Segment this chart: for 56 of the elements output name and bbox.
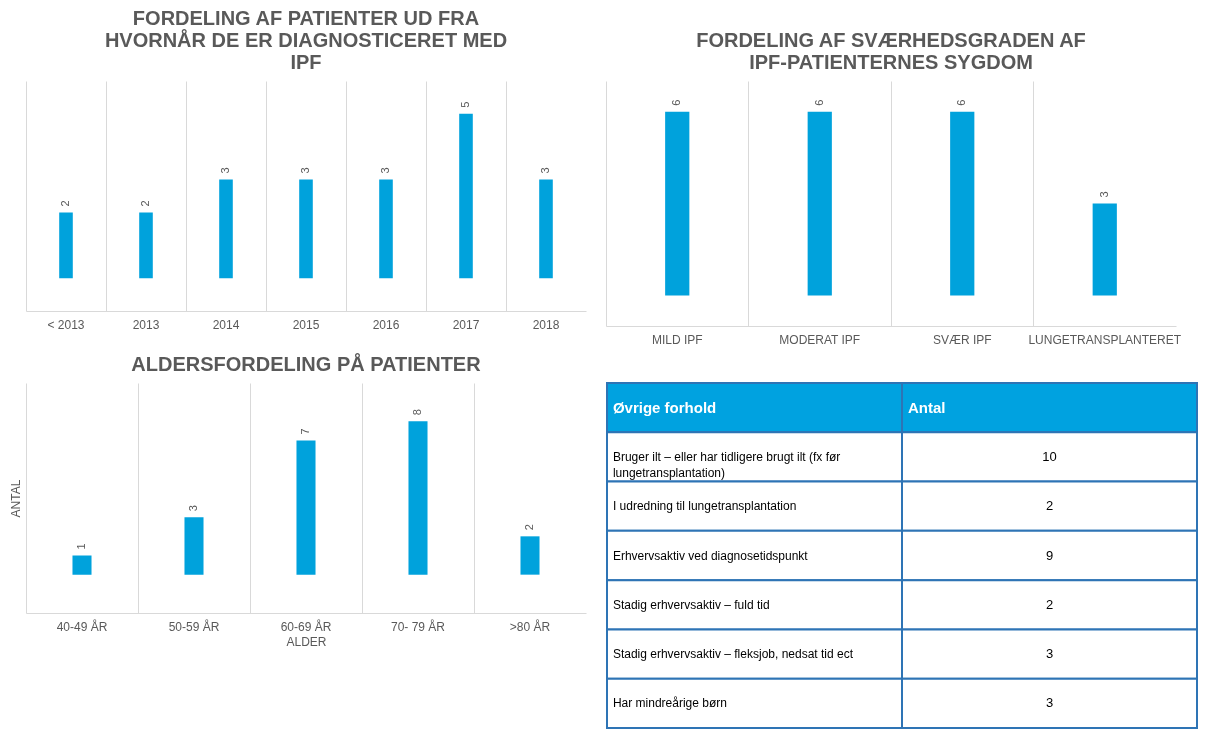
x-tick-label: 2018	[532, 317, 560, 332]
data-label: 6	[670, 99, 683, 106]
x-tick-label: MILD IPF	[651, 332, 703, 347]
chart-title: ALDERSFORDELING PÅ PATIENTER	[131, 352, 482, 375]
data-label: 2	[1045, 596, 1054, 612]
x-tick-label: 40-49 ÅR	[56, 618, 108, 634]
data-label: 2	[59, 200, 71, 207]
category-label: Stadig erhvervsaktiv – fleksjob, nedsat tid ect	[612, 647, 854, 662]
data-label: 7	[299, 428, 311, 435]
x-tick-label: 2014	[212, 317, 240, 332]
y-axis-title: ANTAL	[8, 479, 23, 518]
bar	[520, 536, 540, 575]
bar	[72, 555, 92, 575]
x-tick-label: LUNGETRANSPLANTERET	[1028, 332, 1182, 347]
category-label: Erhvervsaktiv ved diagnosetidspunkt	[612, 548, 809, 563]
data-label: 3	[1045, 695, 1054, 711]
chart-title: FORDELING AF PATIENTER UD FRA HVORNÅR DE ER DIAGNOSTICERET MED IPF	[104, 7, 508, 73]
data-label: 3	[299, 167, 311, 174]
data-label: 3	[187, 505, 199, 512]
data-label: 3	[1097, 191, 1110, 198]
category-label: Har mindreårige børn	[612, 696, 727, 711]
data-label: 6	[812, 99, 825, 106]
bar	[184, 517, 204, 575]
x-tick-label: 2017	[452, 317, 480, 332]
x-tick-label: MODERAT IPF	[779, 332, 861, 347]
data-label: 9	[1045, 547, 1054, 563]
category-label: Bruger ilt – eller har tidligere brugt ilt (fx før lungetransplantation)	[612, 449, 841, 480]
x-tick-label: 2016	[372, 317, 400, 332]
x-tick-label: 2013	[132, 317, 160, 332]
text: Antal	[907, 398, 946, 416]
x-tick-label: 60-69 ÅR	[280, 618, 332, 634]
data-label: 2	[1045, 498, 1054, 514]
data-label: 10	[1042, 448, 1057, 464]
chart-title: FORDELING AF SVÆRHEDSGRADEN AF IPF-PATIENTERNES SYGDOM	[696, 29, 1086, 73]
data-label: 3	[379, 167, 391, 174]
data-label: 3	[1045, 646, 1054, 662]
data-label: 3	[219, 167, 231, 174]
x-tick-label: 50-59 ÅR	[168, 618, 220, 634]
x-tick-label: 2015	[292, 317, 320, 332]
x-axis-title: ALDER	[286, 634, 327, 649]
data-label: 5	[459, 101, 471, 108]
data-label: 2	[523, 524, 535, 531]
x-tick-label: < 2013	[47, 317, 85, 332]
text: Øvrige forhold	[612, 398, 717, 416]
category-label: Stadig erhvervsaktiv – fuld tid	[612, 597, 770, 612]
data-label: 2	[139, 200, 151, 207]
x-tick-label: SVÆR IPF	[932, 332, 992, 347]
data-label: 3	[539, 167, 551, 174]
bar	[296, 440, 316, 575]
category-label: I udredning til lungetransplantation	[612, 499, 797, 514]
x-tick-label: >80 ÅR	[509, 618, 551, 634]
bar	[408, 421, 428, 575]
x-tick-label: 70- 79 ÅR	[390, 618, 446, 634]
data-label: 8	[411, 409, 423, 416]
data-label: 6	[955, 99, 968, 106]
data-label: 1	[75, 543, 87, 550]
